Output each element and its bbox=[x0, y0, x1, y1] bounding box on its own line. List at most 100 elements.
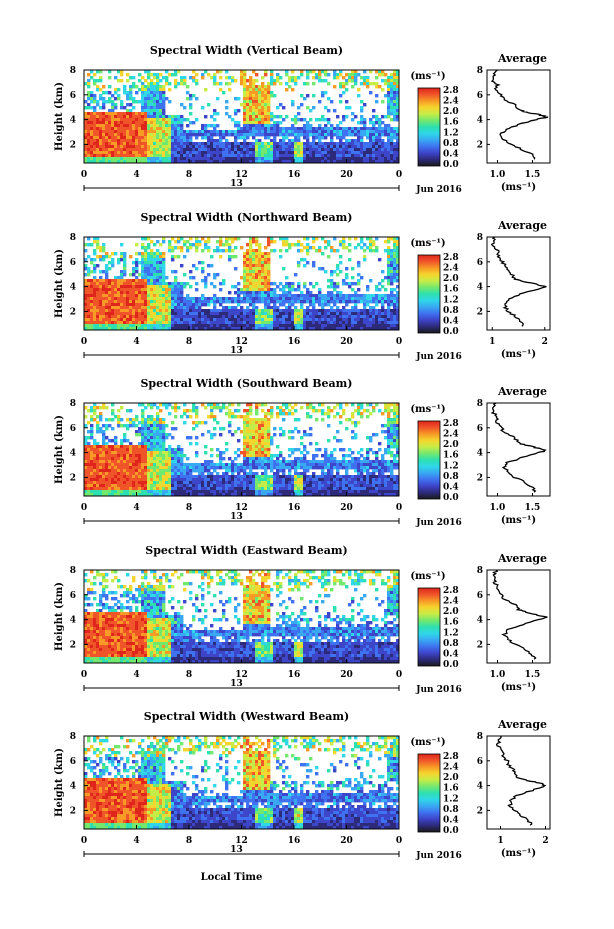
heatmap-cell bbox=[153, 97, 157, 101]
heatmap-cell bbox=[135, 309, 139, 313]
heatmap-cell bbox=[333, 154, 337, 158]
heatmap-cell bbox=[147, 324, 151, 328]
heatmap-cell bbox=[294, 154, 298, 158]
heatmap-cell bbox=[162, 321, 166, 325]
heatmap-cell bbox=[129, 282, 133, 286]
heatmap-cell bbox=[90, 460, 94, 464]
heatmap-cell bbox=[141, 88, 145, 92]
heatmap-cell bbox=[273, 115, 277, 119]
heatmap-cell bbox=[105, 448, 109, 452]
heatmap-cell bbox=[390, 136, 394, 140]
heatmap-cell bbox=[99, 430, 103, 434]
avg-x-tick-label: 1 bbox=[489, 337, 495, 347]
heatmap-cell bbox=[375, 285, 379, 289]
heatmap-cell bbox=[369, 118, 373, 122]
height-tick-label: 8 bbox=[70, 233, 76, 243]
heatmap-cell bbox=[135, 145, 139, 149]
heatmap-cell bbox=[138, 463, 142, 467]
heatmap-cell bbox=[177, 306, 181, 310]
heatmap-cell bbox=[84, 115, 88, 119]
heatmap-cell bbox=[216, 315, 220, 319]
heatmap-cell bbox=[156, 463, 160, 467]
heatmap-cell bbox=[162, 481, 166, 485]
heatmap-cell bbox=[144, 249, 148, 253]
heatmap-cell bbox=[186, 297, 190, 301]
heatmap-cell bbox=[360, 315, 364, 319]
heatmap-cell bbox=[264, 142, 268, 146]
heatmap-cell bbox=[201, 300, 205, 304]
heatmap-cell bbox=[84, 318, 88, 322]
heatmap-cell bbox=[255, 148, 259, 152]
heatmap-cell bbox=[249, 309, 253, 313]
heatmap-cell bbox=[315, 318, 319, 322]
heatmap-cell bbox=[132, 270, 136, 274]
heatmap-cell bbox=[264, 252, 268, 256]
heatmap-cell bbox=[393, 85, 397, 89]
heatmap-cell bbox=[387, 106, 391, 110]
heatmap-cell bbox=[189, 97, 193, 101]
heatmap-cell bbox=[327, 157, 331, 161]
heatmap-cell bbox=[252, 309, 256, 313]
heatmap-cell bbox=[87, 484, 91, 488]
heatmap-cell bbox=[135, 297, 139, 301]
heatmap-cell bbox=[264, 261, 268, 265]
heatmap-cell bbox=[294, 151, 298, 155]
heatmap-cell bbox=[123, 282, 127, 286]
heatmap-cell bbox=[297, 294, 301, 298]
heatmap-cell bbox=[390, 133, 394, 137]
heatmap-cell bbox=[165, 484, 169, 488]
heatmap-cell bbox=[396, 109, 400, 113]
heatmap-cell bbox=[141, 436, 145, 440]
heatmap-cell bbox=[270, 133, 274, 137]
heatmap-cell bbox=[132, 475, 136, 479]
heatmap-cell bbox=[99, 324, 103, 328]
heatmap-cell bbox=[105, 157, 109, 161]
time-tick-label: 8 bbox=[186, 337, 192, 347]
heatmap-cell bbox=[342, 294, 346, 298]
heatmap-cell bbox=[189, 309, 193, 313]
heatmap-cell bbox=[156, 94, 160, 98]
heatmap-cell bbox=[150, 427, 154, 431]
heatmap-cell bbox=[171, 457, 175, 461]
heatmap-cell bbox=[117, 79, 121, 83]
heatmap-cell bbox=[228, 142, 232, 146]
heatmap-cell bbox=[231, 309, 235, 313]
heatmap-cell bbox=[345, 267, 349, 271]
heatmap-cell bbox=[165, 142, 169, 146]
heatmap-cell bbox=[249, 103, 253, 107]
heatmap-cell bbox=[336, 154, 340, 158]
heatmap-cell bbox=[303, 282, 307, 286]
heatmap-cell bbox=[132, 130, 136, 134]
heatmap-cell bbox=[162, 478, 166, 482]
heatmap-cell bbox=[120, 294, 124, 298]
heatmap-cell bbox=[126, 300, 130, 304]
heatmap-cell bbox=[147, 481, 151, 485]
heatmap-cell bbox=[378, 258, 382, 262]
heatmap-cell bbox=[381, 148, 385, 152]
heatmap-cell bbox=[318, 315, 322, 319]
heatmap-cell bbox=[108, 324, 112, 328]
heatmap-cell bbox=[282, 327, 286, 331]
heatmap-cell bbox=[246, 100, 250, 104]
heatmap-cell bbox=[339, 312, 343, 316]
heatmap-cell bbox=[114, 133, 118, 137]
heatmap-cell bbox=[285, 160, 289, 164]
heatmap-cell bbox=[360, 276, 364, 280]
heatmap-cell bbox=[156, 139, 160, 143]
heatmap-cell bbox=[252, 297, 256, 301]
heatmap-cell bbox=[381, 121, 385, 125]
heatmap-cell bbox=[345, 148, 349, 152]
heatmap-cell bbox=[99, 276, 103, 280]
heatmap-cell bbox=[144, 285, 148, 289]
heatmap-cell bbox=[168, 451, 172, 455]
heatmap-cell bbox=[252, 97, 256, 101]
heatmap-cell bbox=[246, 133, 250, 137]
heatmap-cell bbox=[111, 252, 115, 256]
heatmap-cell bbox=[135, 136, 139, 140]
heatmap-cell bbox=[309, 282, 313, 286]
heatmap-cell bbox=[204, 130, 208, 134]
heatmap-cell bbox=[177, 115, 181, 119]
heatmap-cell bbox=[132, 273, 136, 277]
heatmap-cell bbox=[96, 148, 100, 152]
heatmap-cell bbox=[237, 121, 241, 125]
